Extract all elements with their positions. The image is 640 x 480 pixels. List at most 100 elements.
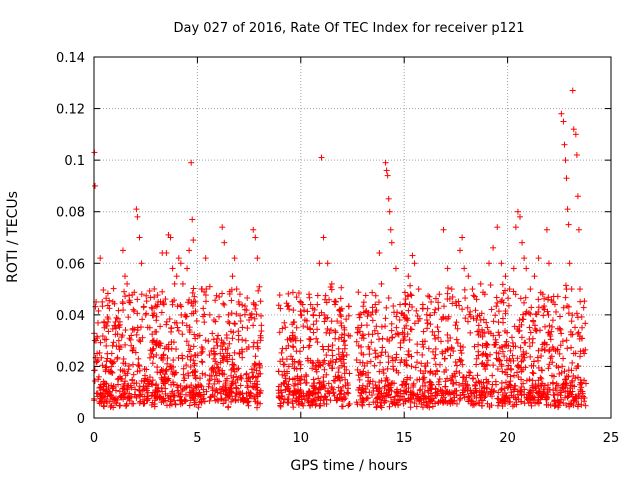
data-point <box>443 315 450 322</box>
data-point <box>344 389 351 396</box>
data-point <box>573 310 580 317</box>
data-point <box>554 293 561 300</box>
data-point <box>367 358 374 365</box>
data-point <box>258 328 265 335</box>
data-point <box>139 334 146 341</box>
data-point <box>581 298 588 305</box>
data-point <box>244 384 251 391</box>
data-point <box>291 365 298 372</box>
data-point <box>435 328 442 335</box>
data-point <box>345 402 352 409</box>
data-point <box>198 383 205 390</box>
data-point <box>364 395 371 402</box>
data-point <box>372 350 379 357</box>
data-point <box>226 340 233 347</box>
data-point <box>482 393 489 400</box>
data-point <box>538 352 545 359</box>
data-point <box>456 381 463 388</box>
data-point <box>215 397 222 404</box>
data-point <box>187 389 194 396</box>
data-point <box>510 343 517 350</box>
data-point <box>559 384 566 391</box>
data-point <box>362 292 369 299</box>
data-point <box>425 345 432 352</box>
data-point <box>464 318 471 325</box>
data-point <box>358 335 365 342</box>
data-point <box>568 344 575 351</box>
grid-lines <box>94 57 611 418</box>
data-point <box>177 382 184 389</box>
data-point <box>305 344 312 351</box>
data-point <box>96 384 103 391</box>
data-point <box>464 381 471 388</box>
data-point <box>391 396 398 403</box>
data-point <box>396 317 403 324</box>
data-point <box>101 403 108 410</box>
data-point <box>279 325 286 332</box>
data-point <box>380 370 387 377</box>
data-point <box>324 325 331 332</box>
data-point <box>210 355 217 362</box>
data-point <box>518 398 525 405</box>
data-point <box>452 359 459 366</box>
data-point <box>492 312 499 319</box>
data-point <box>304 355 311 362</box>
data-point <box>117 402 124 409</box>
data-point <box>193 317 200 324</box>
data-point <box>564 345 571 352</box>
data-point <box>94 357 101 364</box>
data-point <box>569 312 576 319</box>
data-point <box>97 384 104 391</box>
data-point <box>290 404 297 411</box>
data-point <box>279 345 286 352</box>
data-point <box>546 322 553 329</box>
data-point <box>150 345 157 352</box>
data-point <box>145 395 152 402</box>
data-point <box>206 397 213 404</box>
data-point <box>461 394 468 401</box>
data-point <box>325 380 332 387</box>
data-point <box>146 354 153 361</box>
data-point <box>188 353 195 360</box>
data-point <box>239 324 246 331</box>
data-point <box>388 334 395 341</box>
data-point <box>373 403 380 410</box>
data-point <box>106 297 113 304</box>
data-point <box>300 323 307 330</box>
data-point <box>527 329 534 336</box>
data-point <box>213 292 220 299</box>
data-point <box>518 358 525 365</box>
data-point <box>492 378 499 385</box>
data-point <box>507 365 514 372</box>
data-point <box>223 334 230 341</box>
data-point <box>116 346 123 353</box>
data-point <box>115 307 122 314</box>
data-point <box>435 334 442 341</box>
data-point <box>120 307 127 314</box>
data-point <box>570 372 577 379</box>
data-point <box>289 376 296 383</box>
data-point <box>278 349 285 356</box>
data-point <box>162 296 169 303</box>
data-point <box>505 362 512 369</box>
data-point <box>438 338 445 345</box>
data-point <box>283 300 290 307</box>
data-point <box>93 390 100 397</box>
data-point <box>372 292 379 299</box>
data-point <box>313 335 320 342</box>
data-point <box>221 301 228 308</box>
data-point <box>467 369 474 376</box>
data-point <box>545 311 552 318</box>
data-point <box>313 318 320 325</box>
data-point <box>122 341 129 348</box>
data-point <box>276 329 283 336</box>
data-point <box>337 377 344 384</box>
data-point <box>225 318 232 325</box>
data-point <box>131 289 138 296</box>
data-point <box>517 295 524 302</box>
data-point <box>183 362 190 369</box>
data-point <box>572 350 579 357</box>
data-point <box>343 366 350 373</box>
data-point <box>541 347 548 354</box>
data-point <box>353 356 360 363</box>
